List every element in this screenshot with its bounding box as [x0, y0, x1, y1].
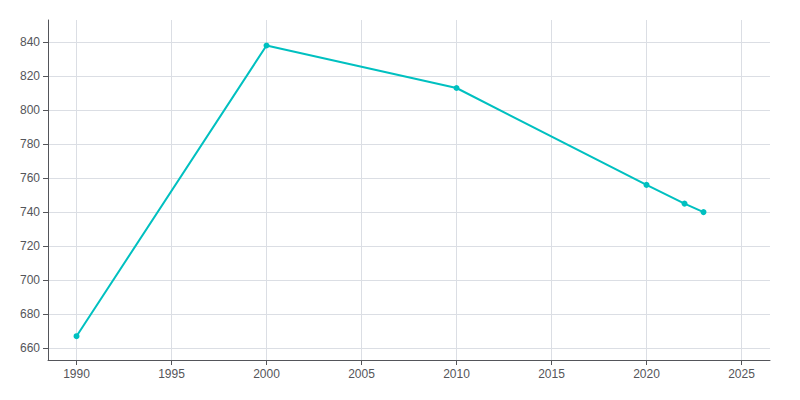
svg-text:2015: 2015 [538, 367, 565, 381]
svg-text:740: 740 [20, 205, 40, 219]
svg-text:720: 720 [20, 239, 40, 253]
svg-text:2025: 2025 [728, 367, 755, 381]
svg-text:700: 700 [20, 273, 40, 287]
svg-text:820: 820 [20, 69, 40, 83]
svg-text:800: 800 [20, 103, 40, 117]
svg-text:780: 780 [20, 137, 40, 151]
svg-text:2010: 2010 [443, 367, 470, 381]
svg-text:2000: 2000 [253, 367, 280, 381]
svg-text:680: 680 [20, 307, 40, 321]
svg-text:840: 840 [20, 35, 40, 49]
svg-text:2020: 2020 [633, 367, 660, 381]
svg-text:760: 760 [20, 171, 40, 185]
svg-text:1990: 1990 [63, 367, 90, 381]
svg-text:660: 660 [20, 341, 40, 355]
svg-text:1995: 1995 [158, 367, 185, 381]
svg-text:2005: 2005 [348, 367, 375, 381]
